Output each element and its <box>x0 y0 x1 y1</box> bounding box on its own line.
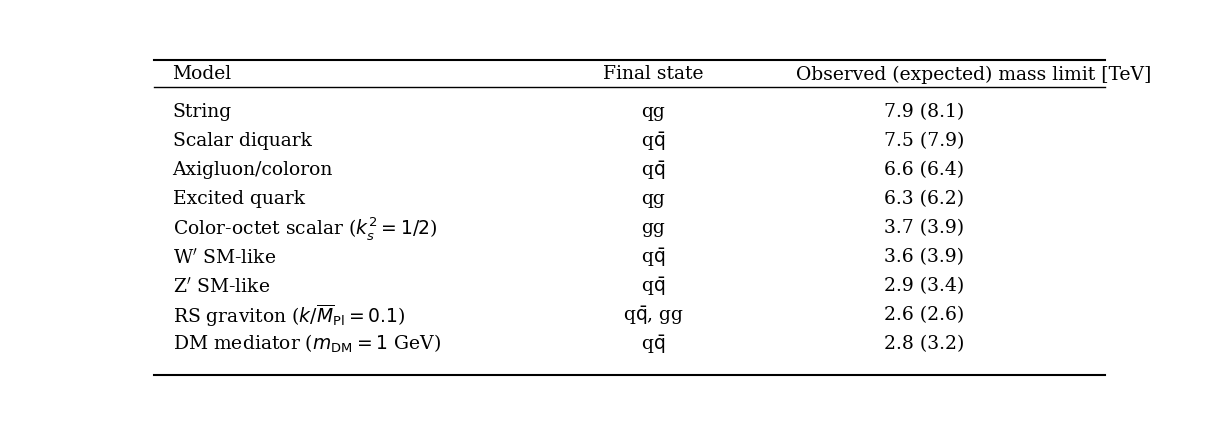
Text: Z$'$ SM-like: Z$'$ SM-like <box>172 276 270 296</box>
Text: qg: qg <box>641 190 666 208</box>
Text: Scalar diquark: Scalar diquark <box>172 132 312 150</box>
Text: 3.7 (3.9): 3.7 (3.9) <box>884 219 964 238</box>
Text: Model: Model <box>172 65 232 83</box>
Text: 7.5 (7.9): 7.5 (7.9) <box>884 132 964 150</box>
Text: qg: qg <box>641 103 666 121</box>
Text: q$\bar{\mathrm{q}}$: q$\bar{\mathrm{q}}$ <box>641 130 666 153</box>
Text: 3.6 (3.9): 3.6 (3.9) <box>884 248 964 266</box>
Text: RS graviton ($k/\overline{M}_{\mathrm{Pl}} = 0.1$): RS graviton ($k/\overline{M}_{\mathrm{Pl… <box>172 302 405 329</box>
Text: q$\bar{\mathrm{q}}$, gg: q$\bar{\mathrm{q}}$, gg <box>623 304 684 327</box>
Text: Color-octet scalar ($k_s^2 = 1/2$): Color-octet scalar ($k_s^2 = 1/2$) <box>172 215 437 242</box>
Text: q$\bar{\mathrm{q}}$: q$\bar{\mathrm{q}}$ <box>641 275 666 298</box>
Text: DM mediator ($m_{\mathrm{DM}} = 1$ GeV): DM mediator ($m_{\mathrm{DM}} = 1$ GeV) <box>172 333 441 356</box>
Text: q$\bar{\mathrm{q}}$: q$\bar{\mathrm{q}}$ <box>641 159 666 182</box>
Text: Axigluon/coloron: Axigluon/coloron <box>172 161 333 179</box>
Text: 2.6 (2.6): 2.6 (2.6) <box>884 306 964 324</box>
Text: 6.3 (6.2): 6.3 (6.2) <box>884 190 964 208</box>
Text: 7.9 (8.1): 7.9 (8.1) <box>884 103 964 121</box>
Text: q$\bar{\mathrm{q}}$: q$\bar{\mathrm{q}}$ <box>641 333 666 356</box>
Text: 2.9 (3.4): 2.9 (3.4) <box>884 277 964 295</box>
Text: Observed (expected) mass limit [TeV]: Observed (expected) mass limit [TeV] <box>796 65 1152 83</box>
Text: Final state: Final state <box>603 65 704 83</box>
Text: 6.6 (6.4): 6.6 (6.4) <box>884 161 964 179</box>
Text: gg: gg <box>641 219 666 238</box>
Text: Excited quark: Excited quark <box>172 190 305 208</box>
Text: 2.8 (3.2): 2.8 (3.2) <box>884 336 964 354</box>
Text: String: String <box>172 103 232 121</box>
Text: W$'$ SM-like: W$'$ SM-like <box>172 247 276 268</box>
Text: q$\bar{\mathrm{q}}$: q$\bar{\mathrm{q}}$ <box>641 246 666 269</box>
